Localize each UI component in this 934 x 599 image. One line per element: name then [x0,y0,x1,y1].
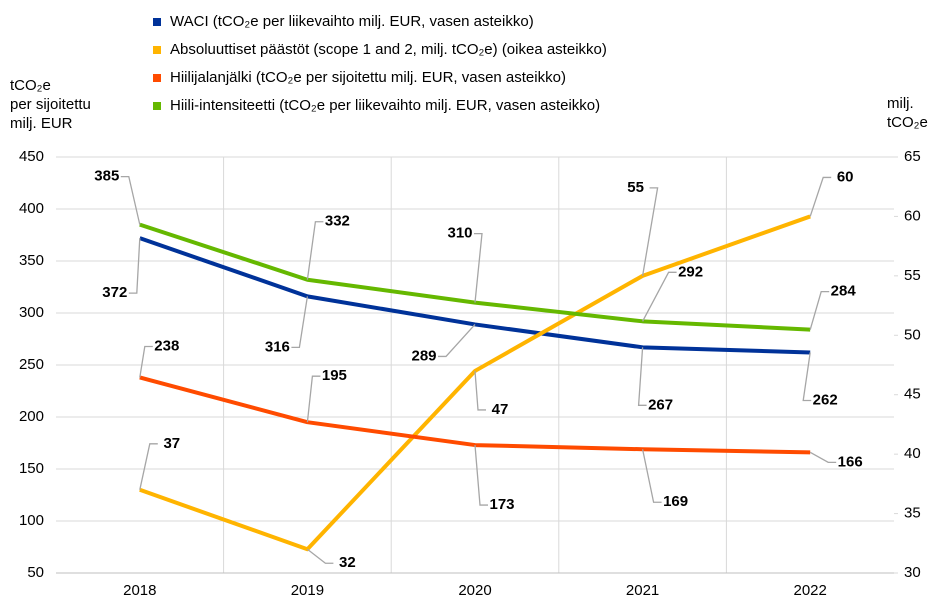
data-label: 173 [489,496,514,513]
y2-tick-label: 55 [904,267,921,284]
x-tick-label: 2022 [794,582,827,599]
data-label: 37 [163,435,180,452]
leader-line [128,238,141,294]
legend-label: WACI (tCO₂e per liikevaihto milj. EUR, v… [170,13,534,30]
y-axis-label: per sijoitettu [10,96,91,113]
y-tick-label: 50 [27,564,44,581]
leader-line [641,449,662,503]
data-label: 292 [678,263,703,280]
legend-swatch [153,46,161,54]
y2-tick-label: 35 [904,505,921,522]
y2-tick-label: 60 [904,207,921,224]
leader-line [474,370,486,411]
series-line [139,214,811,552]
legend-swatch [153,18,161,26]
leader-line [809,451,837,464]
leader-line [438,324,476,358]
x-tick-label: 2018 [123,582,156,599]
y-tick-label: 200 [19,408,44,425]
data-label: 267 [648,396,673,413]
y-tick-label: 100 [19,512,44,529]
data-label: 195 [322,367,347,384]
y2-tick-label: 50 [904,326,921,343]
y-tick-label: 450 [19,148,44,165]
leader-line [809,176,832,217]
leader-line [291,296,309,349]
y-tick-label: 250 [19,356,44,373]
legend-swatch [153,102,161,110]
data-label: 372 [102,284,127,301]
y-tick-label: 400 [19,200,44,217]
leader-line [642,271,677,322]
series-line [139,375,811,455]
legend-label: Hiilijalanjälki (tCO₂e per sijoitettu mi… [170,69,566,86]
data-label: 310 [447,225,472,242]
y2-tick-label: 45 [904,386,921,403]
leader-line [802,352,812,402]
legend-swatch [153,74,161,82]
y-tick-label: 350 [19,252,44,269]
x-tick-label: 2019 [291,582,324,599]
data-label: 55 [627,179,644,196]
y2-tick-label: 40 [904,445,921,462]
y2-axis-label: tCO₂e [887,114,928,131]
legend-label: Absoluuttiset päästöt (scope 1 and 2, mi… [170,41,607,58]
data-label: 332 [325,213,350,230]
data-label: 316 [265,338,290,355]
leader-line [809,290,830,330]
y2-axis-label: milj. [887,95,914,112]
leader-line [139,443,158,490]
leader-line [474,232,483,303]
data-label: 238 [154,337,179,354]
leader-line [306,221,324,280]
data-label: 166 [838,453,863,470]
leader-line [120,175,141,225]
y-tick-label: 300 [19,304,44,321]
x-tick-label: 2020 [458,582,491,599]
series-line [139,236,811,355]
x-tick-label: 2021 [626,582,659,599]
leader-line [474,445,488,506]
y-axis-label: milj. EUR [10,115,73,132]
data-label: 32 [339,554,356,571]
data-label: 169 [663,493,688,510]
y-axis-label: tCO₂e [10,77,51,94]
y2-tick-label: 65 [904,148,921,165]
series-line [139,222,811,332]
leader-line [306,375,321,423]
leader-line [637,347,647,406]
leader-line [641,187,659,276]
data-label: 47 [492,401,509,418]
data-label: 60 [837,168,854,185]
data-label: 385 [94,168,119,185]
data-label: 262 [813,391,838,408]
data-label: 289 [411,347,436,364]
y2-tick-label: 30 [904,564,921,581]
y-tick-label: 150 [19,460,44,477]
leader-line [307,548,334,564]
data-label: 284 [831,283,857,300]
legend-label: Hiili-intensiteetti (tCO₂e per liikevaih… [170,97,600,114]
leader-line [139,345,153,378]
